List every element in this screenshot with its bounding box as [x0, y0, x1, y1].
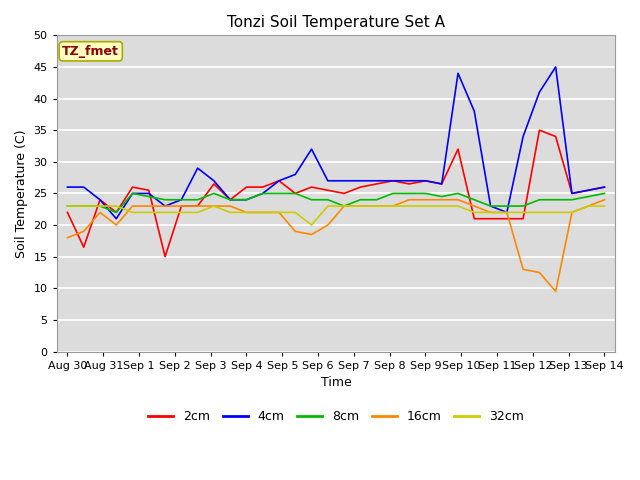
Title: Tonzi Soil Temperature Set A: Tonzi Soil Temperature Set A: [227, 15, 445, 30]
Legend: 2cm, 4cm, 8cm, 16cm, 32cm: 2cm, 4cm, 8cm, 16cm, 32cm: [143, 405, 529, 428]
Text: TZ_fmet: TZ_fmet: [62, 45, 119, 58]
Y-axis label: Soil Temperature (C): Soil Temperature (C): [15, 129, 28, 258]
X-axis label: Time: Time: [321, 376, 351, 389]
